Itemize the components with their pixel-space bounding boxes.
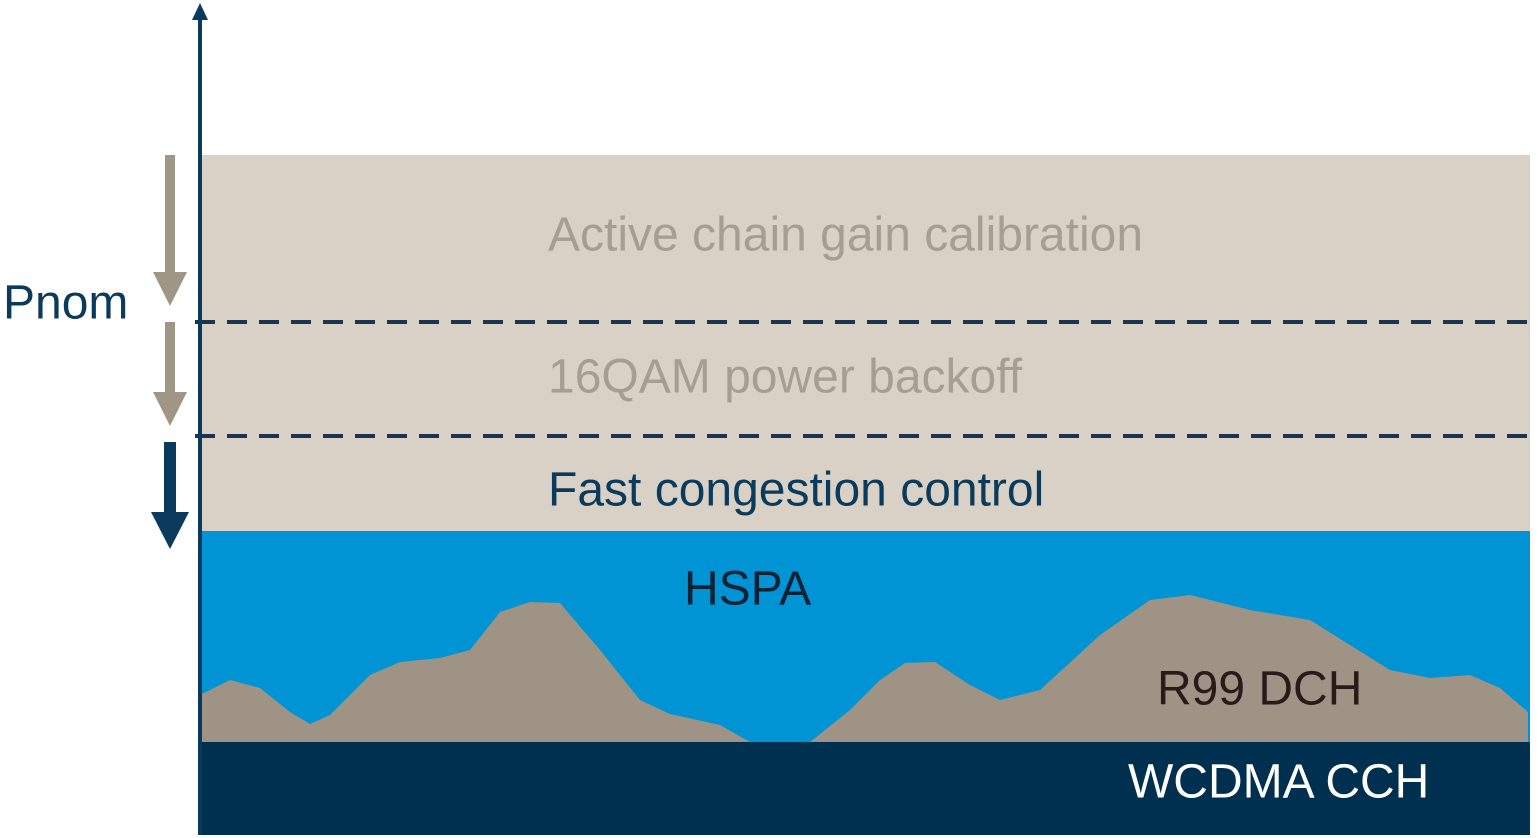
beige-band	[200, 155, 1530, 531]
arrow-head	[153, 272, 187, 306]
layer-label: R99 DCH	[1157, 663, 1362, 716]
arrow-head	[151, 512, 189, 549]
axis-arrow	[192, 3, 208, 20]
arrow-shaft	[165, 322, 175, 394]
cch-band	[200, 742, 1530, 835]
arrow-head	[153, 392, 187, 426]
r99-area	[200, 595, 1528, 742]
layer-label: HSPA	[684, 563, 811, 616]
axis-label: Pnom	[3, 277, 128, 330]
layer-label: Active chain gain calibration	[548, 209, 1143, 262]
layer-label: WCDMA CCH	[1128, 756, 1429, 809]
layer-label: 16QAM power backoff	[548, 351, 1023, 404]
arrow-shaft	[164, 442, 176, 514]
layer-label: Fast congestion control	[548, 464, 1044, 517]
arrow-shaft	[165, 155, 175, 275]
